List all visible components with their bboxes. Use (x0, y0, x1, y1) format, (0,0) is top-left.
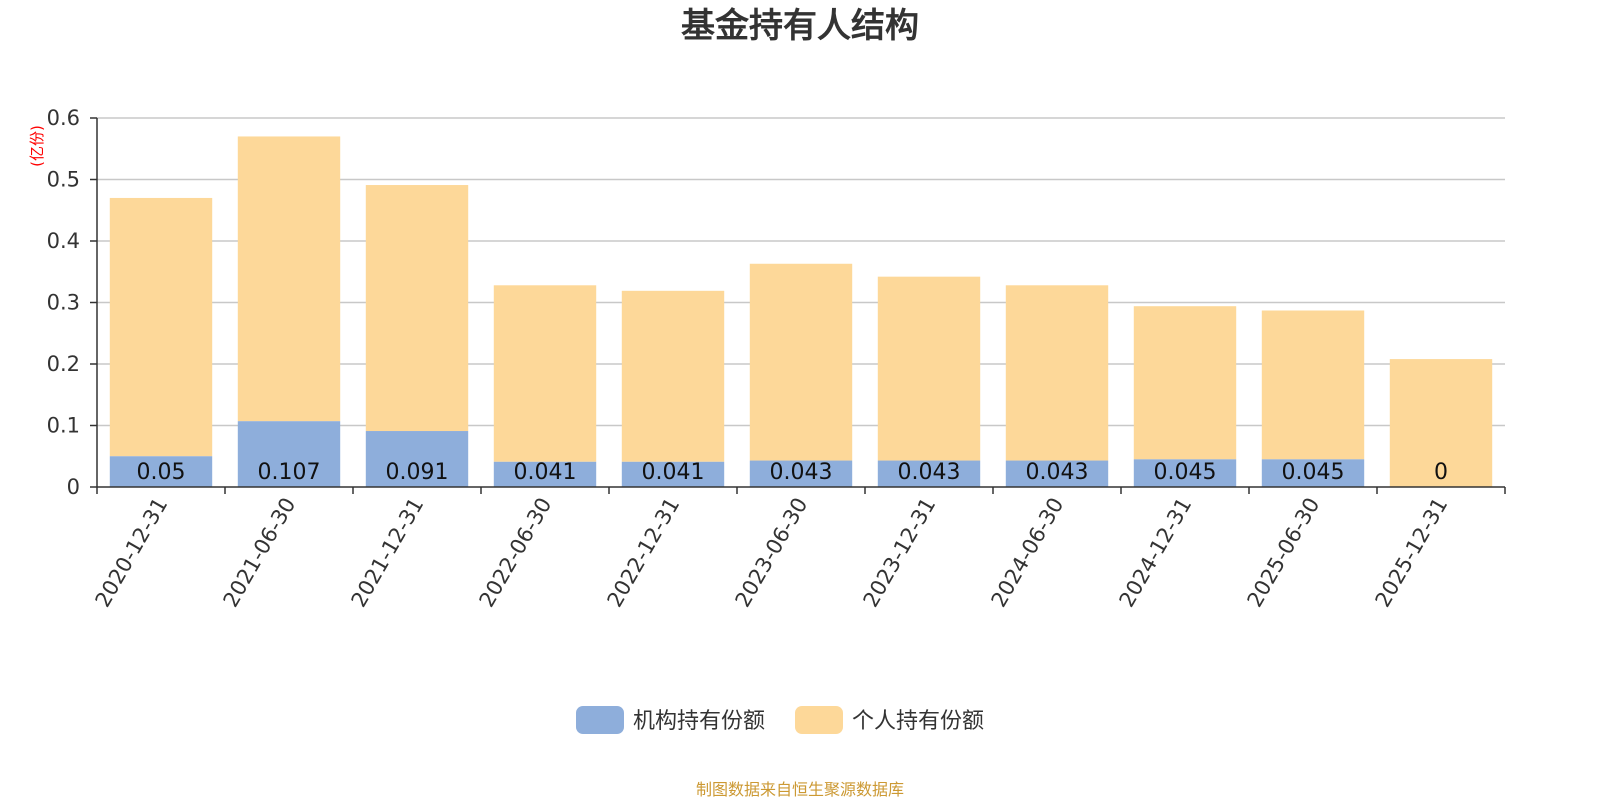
y-tick-label: 0.6 (47, 106, 80, 130)
y-tick-label: 0.5 (47, 168, 80, 192)
bar-institutional (1261, 459, 1365, 487)
bar-institutional (1133, 459, 1237, 487)
x-tick-label: 2025-06-30 (1243, 494, 1325, 612)
x-tick-label: 2023-12-31 (859, 494, 941, 612)
bar-institutional (109, 456, 213, 487)
y-axis-unit-label: (亿份) (28, 125, 46, 167)
legend-swatch (795, 706, 843, 734)
x-tick-label: 2021-12-31 (347, 494, 429, 612)
bar-institutional (237, 421, 341, 487)
bar-institutional (877, 460, 981, 487)
bar-individual (237, 136, 341, 422)
bar-value-label: 0.045 (1282, 460, 1345, 485)
bar-value-label: 0.043 (770, 460, 833, 485)
legend-label: 机构持有份额 (633, 709, 765, 734)
bar-institutional (749, 460, 853, 487)
legend-swatch (576, 706, 624, 734)
bar-value-label: 0.043 (898, 460, 961, 485)
bar-value-label: 0 (1434, 460, 1448, 485)
x-tick-label: 2020-12-31 (91, 494, 173, 612)
bar-institutional (493, 461, 597, 487)
x-tick-label: 2022-06-30 (475, 494, 557, 612)
bar-value-label: 0.043 (1026, 460, 1089, 485)
x-tick-label: 2021-06-30 (219, 494, 301, 612)
data-source-note: 制图数据来自恒生聚源数据库 (696, 780, 904, 799)
y-tick-label: 0.4 (47, 229, 80, 253)
bar-value-label: 0.091 (386, 460, 449, 485)
x-tick-label: 2024-12-31 (1115, 494, 1197, 612)
bar-individual (1133, 306, 1237, 460)
bar-individual (621, 290, 725, 462)
bars: 0.05 0.107 0.091 0.041 0.041 0.043 0.043 0.043 0… (109, 136, 1493, 487)
bar-value-label: 0.045 (1154, 460, 1217, 485)
legend: 机构持有份额 个人持有份额 (576, 706, 984, 734)
y-tick-label: 0 (67, 475, 80, 499)
x-tick-label: 2025-12-31 (1371, 494, 1453, 612)
bar-individual (877, 276, 981, 461)
bar-individual (365, 185, 469, 432)
chart-title: 基金持有人结构 (681, 6, 919, 46)
bar-value-label: 0.05 (137, 460, 186, 485)
bar-individual (1389, 359, 1493, 487)
bar-institutional (621, 461, 725, 487)
bar-individual (493, 285, 597, 462)
x-tick-label: 2024-06-30 (987, 494, 1069, 612)
y-tick-label: 0.2 (47, 352, 80, 376)
bar-individual (749, 263, 853, 461)
bar-institutional (1005, 460, 1109, 487)
bar-value-label: 0.107 (258, 460, 321, 485)
bar-individual (109, 197, 213, 457)
bar-value-label: 0.041 (642, 460, 705, 485)
legend-label: 个人持有份额 (852, 709, 984, 734)
bar-value-label: 0.041 (514, 460, 577, 485)
x-tick-label: 2023-06-30 (731, 494, 813, 612)
y-tick-label: 0.1 (47, 414, 80, 438)
x-tick-label: 2022-12-31 (603, 494, 685, 612)
bar-institutional (365, 431, 469, 487)
bar-individual (1005, 285, 1109, 461)
y-tick-label: 0.3 (47, 291, 80, 315)
bar-individual (1261, 310, 1365, 460)
